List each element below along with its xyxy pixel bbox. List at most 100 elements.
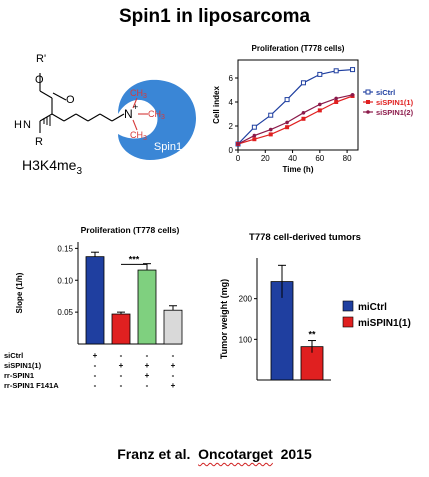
data-point <box>268 127 273 132</box>
line-chart-plot-frame <box>237 59 359 151</box>
data-point <box>334 96 338 101</box>
y-axis-label: Slope (1/h) <box>15 272 24 313</box>
data-point <box>251 124 257 130</box>
citation: Franz et al. Oncotarget 2015 <box>0 446 429 462</box>
bar <box>85 256 105 345</box>
x-tick-label: 60 <box>315 154 324 163</box>
legend-label: miSPIN1(1) <box>358 318 411 329</box>
molecule-bonds <box>39 73 125 133</box>
data-point <box>350 93 355 97</box>
y-tick-label: 0.05 <box>57 308 73 317</box>
bar <box>163 309 183 345</box>
amine-h-label: H <box>14 119 22 131</box>
h3k4me3-caption: H3K4me3 <box>22 157 82 177</box>
data-point <box>268 132 273 137</box>
data-point <box>285 125 290 130</box>
condition-mark: + <box>119 361 124 370</box>
data-point <box>317 71 323 77</box>
data-point <box>334 100 339 104</box>
data-point <box>236 142 240 146</box>
condition-mark: - <box>172 351 175 360</box>
legend-marker <box>366 110 370 114</box>
condition-mark: - <box>172 371 175 380</box>
y-tick-label: 200 <box>239 295 253 304</box>
y-tick-label: 0.15 <box>57 244 73 253</box>
methyl-bonds <box>132 97 148 131</box>
condition-mark: - <box>146 351 149 360</box>
condition-mark: - <box>120 381 123 390</box>
condition-mark: - <box>94 361 97 370</box>
citation-authors: Franz et al. <box>117 446 191 462</box>
data-point <box>252 133 257 138</box>
x-axis-label: Time (h) <box>283 165 314 174</box>
quaternary-n-label: N <box>124 107 133 121</box>
significance-marker: ** <box>308 330 316 340</box>
data-point <box>285 120 289 125</box>
condition-mark: - <box>120 371 123 380</box>
data-point <box>317 108 322 113</box>
y-axis-label: Cell index <box>212 86 221 124</box>
legend-marker <box>365 89 371 95</box>
methyl-right-label: CH3 <box>148 109 165 121</box>
tumor-chart-title: T778 cell-derived tumors <box>249 232 361 243</box>
legend-swatch <box>342 316 354 328</box>
r-label: R <box>35 136 43 148</box>
proliferation-line-chart: Proliferation (T778 cells) 0 20 40 60 80 0 2 4 6 T… <box>212 44 414 174</box>
x-tick-label: 20 <box>261 154 270 163</box>
x-tick-label: 0 <box>236 154 241 163</box>
condition-mark: + <box>145 361 150 370</box>
condition-mark: - <box>94 371 97 380</box>
data-point <box>300 80 306 86</box>
y-tick-label: 0.10 <box>57 276 73 285</box>
condition-row-label: siCtrl <box>4 351 23 360</box>
slope-chart-title: Proliferation (T778 cells) <box>81 225 180 235</box>
legend-swatch <box>342 300 354 312</box>
y-tick-label: 4 <box>229 98 234 107</box>
series-line-siSPIN1(1) <box>237 95 353 145</box>
y-axis-label: Tumor weight (mg) <box>219 279 229 359</box>
ester-oxygen-label: O <box>35 74 44 86</box>
condition-mark: + <box>171 381 176 390</box>
citation-journal: Oncotarget <box>198 446 273 462</box>
data-point <box>268 112 274 118</box>
data-point <box>318 102 322 107</box>
data-point <box>350 67 356 73</box>
stereo-wedge <box>43 116 51 126</box>
x-tick-label: 40 <box>288 154 297 163</box>
spin1-protein-shape <box>118 79 196 160</box>
condition-row-label: siSPIN1(1) <box>4 361 42 370</box>
x-tick-label: 80 <box>343 154 352 163</box>
y-tick-label: 6 <box>229 74 234 83</box>
legend-marker <box>366 100 370 104</box>
legend-label: siSPIN1(2) <box>376 108 414 117</box>
legend-label: siCtrl <box>376 88 395 97</box>
condition-mark: - <box>94 381 97 390</box>
condition-mark: - <box>120 351 123 360</box>
data-point <box>284 97 290 103</box>
data-point <box>301 116 306 121</box>
methyl-top-label: CH3 <box>130 88 147 100</box>
line-chart-title: Proliferation (T778 cells) <box>252 44 345 53</box>
data-point <box>252 137 257 142</box>
y-tick-label: 2 <box>229 122 234 131</box>
condition-mark: + <box>93 351 98 360</box>
condition-mark: + <box>145 371 150 380</box>
citation-year: 2015 <box>280 446 312 462</box>
data-point <box>333 68 339 74</box>
data-point <box>301 111 306 115</box>
y-tick-label: 0 <box>229 146 234 155</box>
series-line-siSPIN1(2) <box>237 94 353 145</box>
methyl-bottom-label: CH3 <box>130 130 147 142</box>
bar <box>137 269 157 345</box>
bar <box>111 313 131 345</box>
condition-mark: + <box>171 361 176 370</box>
legend-label: miCtrl <box>358 302 387 313</box>
charge-label: + <box>133 102 138 112</box>
series-line-siCtrl <box>237 69 353 145</box>
slope-bar-chart: Proliferation (T778 cells) 0.05 0.10 0.15 Sl… <box>4 225 183 390</box>
page-title: Spin1 in liposarcoma <box>118 6 311 27</box>
condition-row-label: rr-SPIN1 <box>4 371 34 380</box>
amine-n-label: N <box>23 119 31 131</box>
condition-mark: - <box>146 381 149 390</box>
legend-label: siSPIN1(1) <box>376 98 414 107</box>
